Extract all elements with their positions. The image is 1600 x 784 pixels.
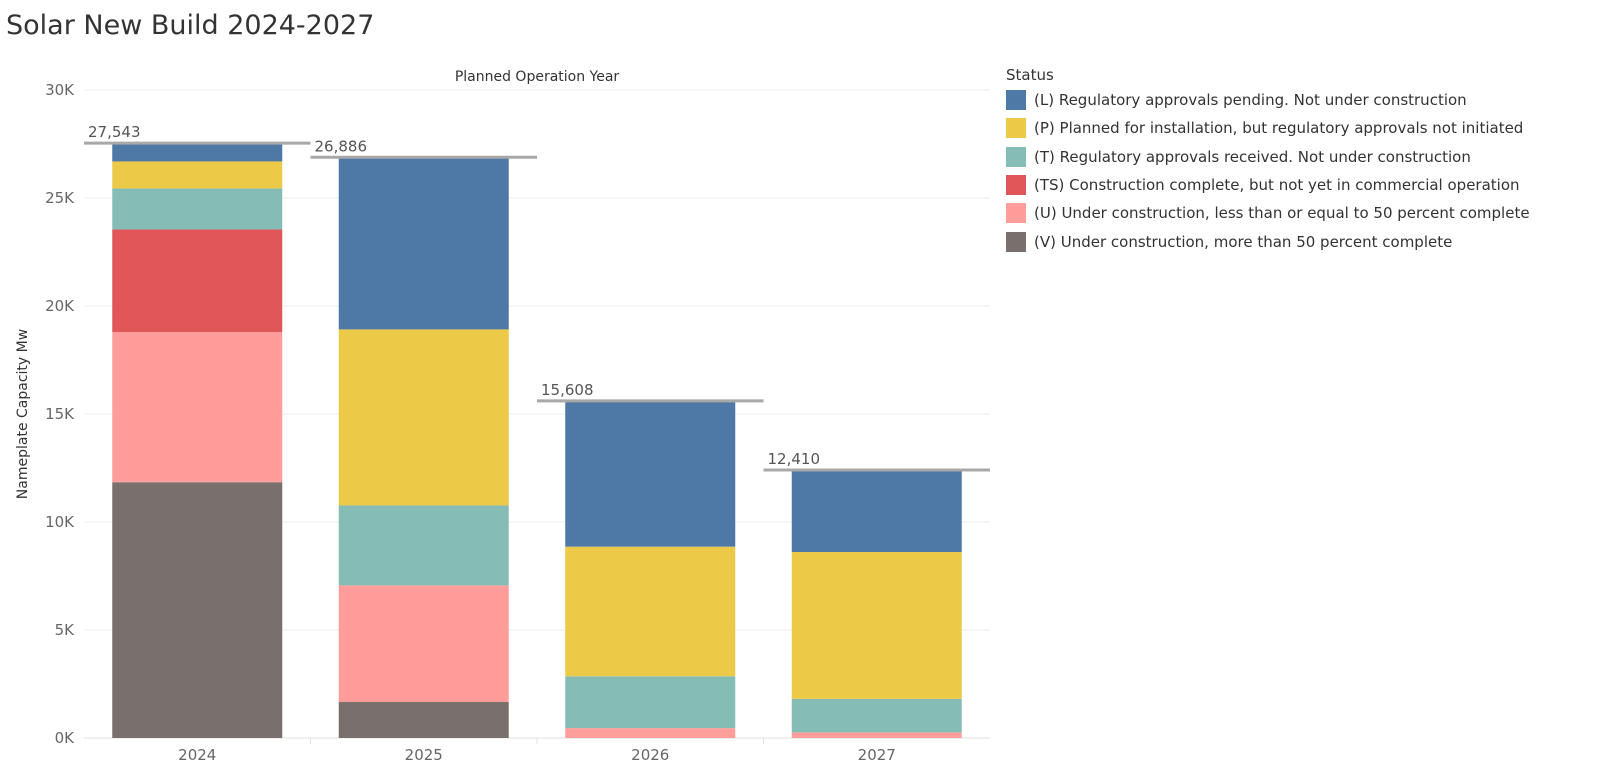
x-tick-label: 2027 <box>858 746 896 764</box>
bar-segment[interactable] <box>112 143 283 162</box>
legend-item[interactable]: (P) Planned for installation, but regula… <box>1006 114 1596 142</box>
total-label: 12,410 <box>768 450 821 468</box>
legend-label: (P) Planned for installation, but regula… <box>1034 119 1524 138</box>
total-label: 15,608 <box>541 381 594 399</box>
bar-segment[interactable] <box>565 676 736 729</box>
bar-segment[interactable] <box>112 161 283 189</box>
legend-item[interactable]: (U) Under construction, less than or equ… <box>1006 199 1596 227</box>
bar-segment[interactable] <box>338 702 509 738</box>
bar-segment[interactable] <box>791 732 962 738</box>
y-tick-label: 10K <box>45 513 75 531</box>
legend-swatch <box>1006 90 1026 111</box>
bar-segment[interactable] <box>791 469 962 553</box>
x-tick-label: 2024 <box>178 746 216 764</box>
bar-segment[interactable] <box>338 505 509 586</box>
y-tick-label: 20K <box>45 297 75 315</box>
stacked-bar-chart: 0K 5K 10K 15K 20K 25K 30K Nameplate Capacity Mw… <box>15 69 990 764</box>
bar-segment[interactable] <box>565 400 736 547</box>
bar-segment[interactable] <box>112 188 283 230</box>
legend-item[interactable]: (TS) Construction complete, but not yet … <box>1006 171 1596 199</box>
legend-item[interactable]: (V) Under construction, more than 50 per… <box>1006 227 1596 255</box>
bar-segment[interactable] <box>791 552 962 699</box>
x-axis-title: Planned Operation Year <box>455 69 620 85</box>
legend-item[interactable]: (L) Regulatory approvals pending. Not un… <box>1006 86 1596 114</box>
legend-swatch <box>1006 231 1026 252</box>
bar-segment[interactable] <box>338 585 509 703</box>
legend-label: (T) Regulatory approvals received. Not u… <box>1034 147 1471 166</box>
legend-title: Status <box>1006 66 1054 84</box>
legend-label: (TS) Construction complete, but not yet … <box>1034 176 1520 195</box>
legend-swatch <box>1006 146 1026 167</box>
bar-segment[interactable] <box>338 157 509 330</box>
legend-swatch <box>1006 175 1026 196</box>
legend-label: (U) Under construction, less than or equ… <box>1034 204 1530 223</box>
y-axis-title: Nameplate Capacity Mw <box>15 329 31 499</box>
chart-title: Solar New Build 2024-2027 <box>6 10 375 41</box>
legend-label: (V) Under construction, more than 50 per… <box>1034 232 1453 251</box>
y-tick-label: 30K <box>45 81 75 99</box>
legend-label: (L) Regulatory approvals pending. Not un… <box>1034 91 1467 110</box>
total-label: 27,543 <box>88 123 141 141</box>
bar-segment[interactable] <box>112 332 283 483</box>
bar-segment[interactable] <box>791 698 962 733</box>
y-tick-label: 5K <box>55 621 76 639</box>
y-tick-label: 0K <box>55 729 76 747</box>
bar-segment[interactable] <box>112 482 283 738</box>
legend: Status (L) Regulatory approvals pending.… <box>1006 64 1596 256</box>
x-tick-label: 2026 <box>631 746 669 764</box>
legend-item[interactable]: (T) Regulatory approvals received. Not u… <box>1006 143 1596 171</box>
bar-segment[interactable] <box>112 229 283 333</box>
bar-segment[interactable] <box>565 546 736 677</box>
y-tick-label: 25K <box>45 189 75 207</box>
total-label: 26,886 <box>315 137 368 155</box>
y-tick-label: 15K <box>45 405 75 423</box>
bar-segment[interactable] <box>565 728 736 738</box>
x-tick-label: 2025 <box>405 746 443 764</box>
legend-swatch <box>1006 203 1026 224</box>
bar-segment[interactable] <box>338 329 509 506</box>
legend-swatch <box>1006 118 1026 139</box>
